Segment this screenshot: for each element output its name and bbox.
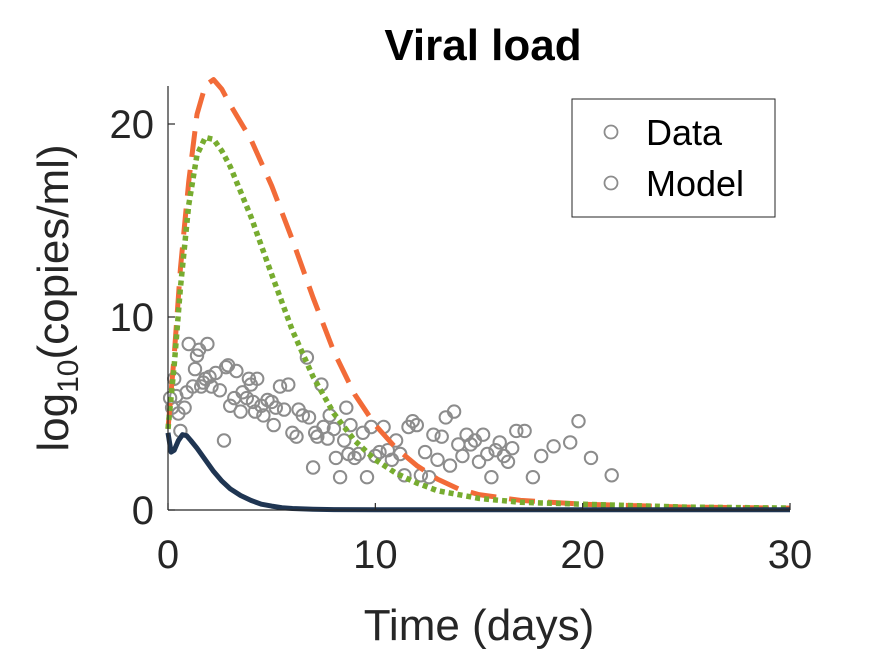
data-point-59 <box>332 470 348 485</box>
data-point-60 <box>337 433 352 448</box>
data-point-87 <box>442 458 458 473</box>
legend-box <box>571 98 776 218</box>
data-point-84 <box>430 452 445 467</box>
data-point-43 <box>281 377 296 392</box>
y-ticks: 0 10 20 <box>110 103 175 533</box>
data-point-67 <box>359 470 375 485</box>
data-point-45 <box>289 429 304 444</box>
model-line-dashed <box>165 77 791 511</box>
data-point-44 <box>285 425 300 440</box>
data-point-42 <box>276 402 292 417</box>
data-point-26 <box>229 363 244 379</box>
x-tick-label-0: 0 <box>157 533 179 577</box>
data-point-78 <box>405 414 420 429</box>
y-axis-label: log10(copies/ml) <box>29 144 85 451</box>
data-point-39 <box>266 417 281 433</box>
data-point-104 <box>517 423 532 439</box>
y-axis-label-subscript: 10 <box>52 360 85 393</box>
data-point-90 <box>455 448 470 464</box>
data-point-95 <box>475 427 491 442</box>
data-point-34 <box>250 371 265 386</box>
x-axis-label: Time (days) <box>364 601 595 650</box>
legend-entry-model: Model <box>646 163 744 204</box>
data-point-50 <box>305 460 321 475</box>
data-point-92 <box>463 437 478 452</box>
legend-marker-data <box>603 124 619 140</box>
data-point-79 <box>409 417 424 433</box>
data-point-65 <box>351 446 366 462</box>
data-point-106 <box>534 448 549 464</box>
y-tick-label-0: 0 <box>132 489 154 533</box>
legend-entry-data: Data <box>646 112 723 153</box>
data-point-103 <box>509 423 524 439</box>
data-point-58 <box>328 450 344 466</box>
y-tick-label-2: 20 <box>110 103 155 147</box>
data-point-70 <box>372 444 387 460</box>
data-point-85 <box>434 429 449 444</box>
data-point-49 <box>301 410 317 425</box>
data-point-88 <box>446 404 462 419</box>
data-point-20 <box>212 383 228 398</box>
data-point-48 <box>299 350 315 365</box>
data-point-107 <box>546 439 561 454</box>
data-point-10 <box>187 361 203 377</box>
x-tick-label-3: 30 <box>768 533 813 577</box>
data-point-36 <box>256 408 271 423</box>
chart-title: Viral load <box>384 21 581 70</box>
data-point-61 <box>339 400 354 415</box>
data-point-21 <box>216 433 232 448</box>
data-point-81 <box>417 444 433 460</box>
data-point-47 <box>295 408 310 423</box>
data-point-27 <box>233 404 248 419</box>
data-point-94 <box>471 454 487 469</box>
y-axis-label-suffix: (copies/ml) <box>29 144 78 359</box>
data-point-105 <box>525 470 541 485</box>
data-point-111 <box>604 468 619 483</box>
data-point-55 <box>320 431 335 446</box>
data-point-83 <box>426 427 441 442</box>
y-axis-label-prefix: log <box>29 393 78 452</box>
data-point-63 <box>343 417 358 433</box>
data-point-96 <box>480 446 495 462</box>
data-point-64 <box>347 450 362 466</box>
data-point-32 <box>245 394 261 410</box>
x-tick-label-2: 20 <box>560 533 605 577</box>
data-point-16 <box>200 336 215 352</box>
data-point-57 <box>326 421 342 437</box>
plot-area <box>162 77 791 513</box>
data-point-108 <box>563 435 578 450</box>
legend: Data Model <box>571 98 776 218</box>
data-point-18 <box>204 379 219 394</box>
legend-marker-model <box>603 175 619 191</box>
data-point-110 <box>583 450 599 466</box>
data-point-102 <box>505 441 520 456</box>
data-point-6 <box>177 400 192 415</box>
axes: 0 10 20 30 0 10 20 <box>110 86 812 577</box>
x-tick-label-1: 10 <box>353 533 398 577</box>
data-point-41 <box>272 379 288 394</box>
data-point-40 <box>268 400 283 415</box>
data-point-97 <box>484 470 499 485</box>
y-tick-label-1: 10 <box>110 296 155 340</box>
scatter-series <box>162 336 619 485</box>
data-point-101 <box>500 454 516 469</box>
data-point-109 <box>571 414 586 429</box>
data-point-99 <box>492 435 507 450</box>
data-point-82 <box>422 470 437 485</box>
x-ticks: 0 10 20 30 <box>157 503 812 577</box>
model-line-dotted <box>165 134 791 511</box>
